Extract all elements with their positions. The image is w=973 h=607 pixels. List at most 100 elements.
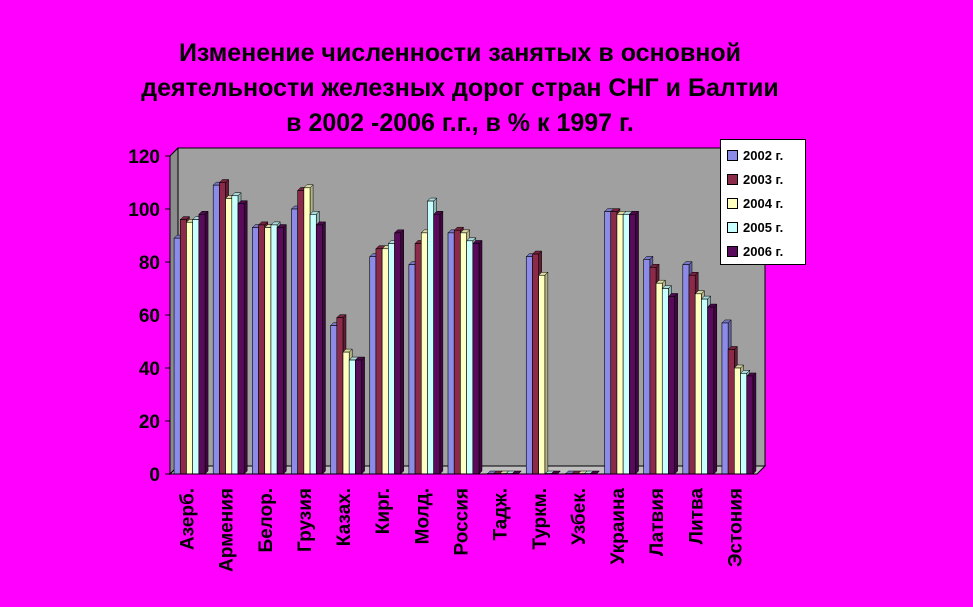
bar: [616, 214, 624, 475]
bar: [721, 322, 729, 475]
bar: [734, 367, 741, 475]
bar-side: [322, 221, 326, 475]
bar: [291, 208, 298, 475]
x-tick-label: Туркм.: [530, 488, 551, 550]
bar: [212, 184, 220, 475]
bar: [538, 274, 546, 475]
bar: [276, 227, 284, 475]
bar: [668, 296, 675, 475]
bar: [342, 351, 350, 475]
bar: [394, 232, 402, 475]
bar-side: [752, 372, 757, 475]
x-tick-label: Армения: [217, 488, 238, 572]
legend-item: 2006 г.: [727, 239, 805, 263]
bar: [433, 214, 441, 475]
bar: [336, 317, 344, 475]
bar: [179, 219, 187, 475]
bar-side: [674, 292, 678, 475]
bar: [192, 219, 200, 475]
bar-side: [635, 210, 639, 475]
bar: [219, 182, 226, 475]
legend-swatch: [727, 197, 738, 209]
legend-item: 2005 г.: [727, 215, 805, 239]
bar: [655, 282, 663, 475]
bar: [472, 243, 480, 475]
bar: [408, 264, 416, 475]
chart-legend: 2002 г. 2003 г. 2004 г. 2005 г. 2006 г.: [720, 139, 806, 265]
y-tick-label: 80: [139, 253, 160, 274]
chart-title-line-2: деятельности железных дорог стран СНГ и …: [141, 74, 779, 102]
x-tick-label: Тадж.: [491, 488, 512, 541]
bar: [532, 253, 539, 475]
bar: [173, 237, 181, 475]
legend-swatch: [727, 245, 738, 257]
bar-side: [283, 223, 287, 475]
bar: [688, 274, 696, 475]
bar: [420, 232, 428, 475]
x-tick-label: Кирг.: [373, 488, 394, 534]
bar-side: [204, 210, 209, 475]
x-tick-label: Россия: [452, 488, 473, 555]
bar: [460, 232, 467, 475]
bar: [375, 248, 383, 475]
bar: [309, 214, 317, 475]
bar: [604, 211, 612, 475]
bar: [270, 224, 278, 475]
legend-label: 2006 г.: [743, 243, 784, 259]
legend-swatch: [727, 221, 738, 233]
bar: [622, 214, 630, 475]
x-tick-label: Азерб.: [178, 488, 199, 550]
legend-item: 2003 г.: [727, 167, 805, 191]
bar: [525, 256, 533, 475]
bar: [303, 187, 311, 475]
bar: [381, 248, 389, 475]
bar: [643, 259, 651, 475]
y-tick-label: 120: [128, 147, 160, 168]
y-tick-label: 40: [139, 359, 160, 380]
bar: [727, 349, 735, 475]
bar: [466, 240, 474, 475]
bar-side: [713, 303, 718, 475]
bar-side: [400, 229, 404, 475]
bar: [629, 214, 636, 475]
x-tick-label: Латвия: [647, 488, 668, 556]
bar: [707, 306, 715, 475]
x-tick-label: Украина: [608, 488, 629, 565]
bar: [330, 325, 338, 475]
bar: [369, 256, 377, 475]
bar: [348, 359, 356, 475]
x-tick-label: Узбек.: [569, 488, 590, 545]
bar: [388, 243, 395, 475]
bar-side: [243, 200, 248, 475]
x-tick-label: Белор.: [256, 488, 277, 553]
bar: [701, 298, 708, 475]
legend-label: 2004 г.: [743, 195, 784, 211]
x-tick-label: Литва: [686, 488, 707, 545]
bar: [258, 224, 266, 475]
y-tick-label: 20: [139, 412, 160, 433]
bar: [682, 264, 690, 475]
legend-swatch: [727, 149, 738, 161]
x-tick-label: Молд.: [412, 488, 433, 544]
y-tick-label: 0: [149, 465, 160, 486]
legend-label: 2002 г.: [743, 147, 784, 163]
bar: [661, 288, 669, 475]
legend-swatch: [727, 173, 738, 185]
chart-title: Изменение численности занятых в основной…: [0, 36, 920, 141]
bar: [649, 266, 657, 475]
bar: [427, 200, 434, 475]
bar: [453, 229, 461, 475]
legend-item: 2002 г.: [727, 143, 805, 167]
bar: [297, 190, 305, 475]
bar: [198, 214, 206, 475]
legend-label: 2005 г.: [743, 219, 784, 235]
bar: [746, 375, 754, 475]
bar: [694, 293, 702, 475]
x-tick-label: Эстония: [725, 488, 746, 567]
chart-title-line-3: в 2002 -2006 г.г., в % к 1997 г.: [286, 109, 634, 137]
bar-side: [478, 239, 483, 475]
bar: [231, 195, 239, 475]
bar-side: [439, 210, 444, 475]
bar: [264, 227, 272, 475]
